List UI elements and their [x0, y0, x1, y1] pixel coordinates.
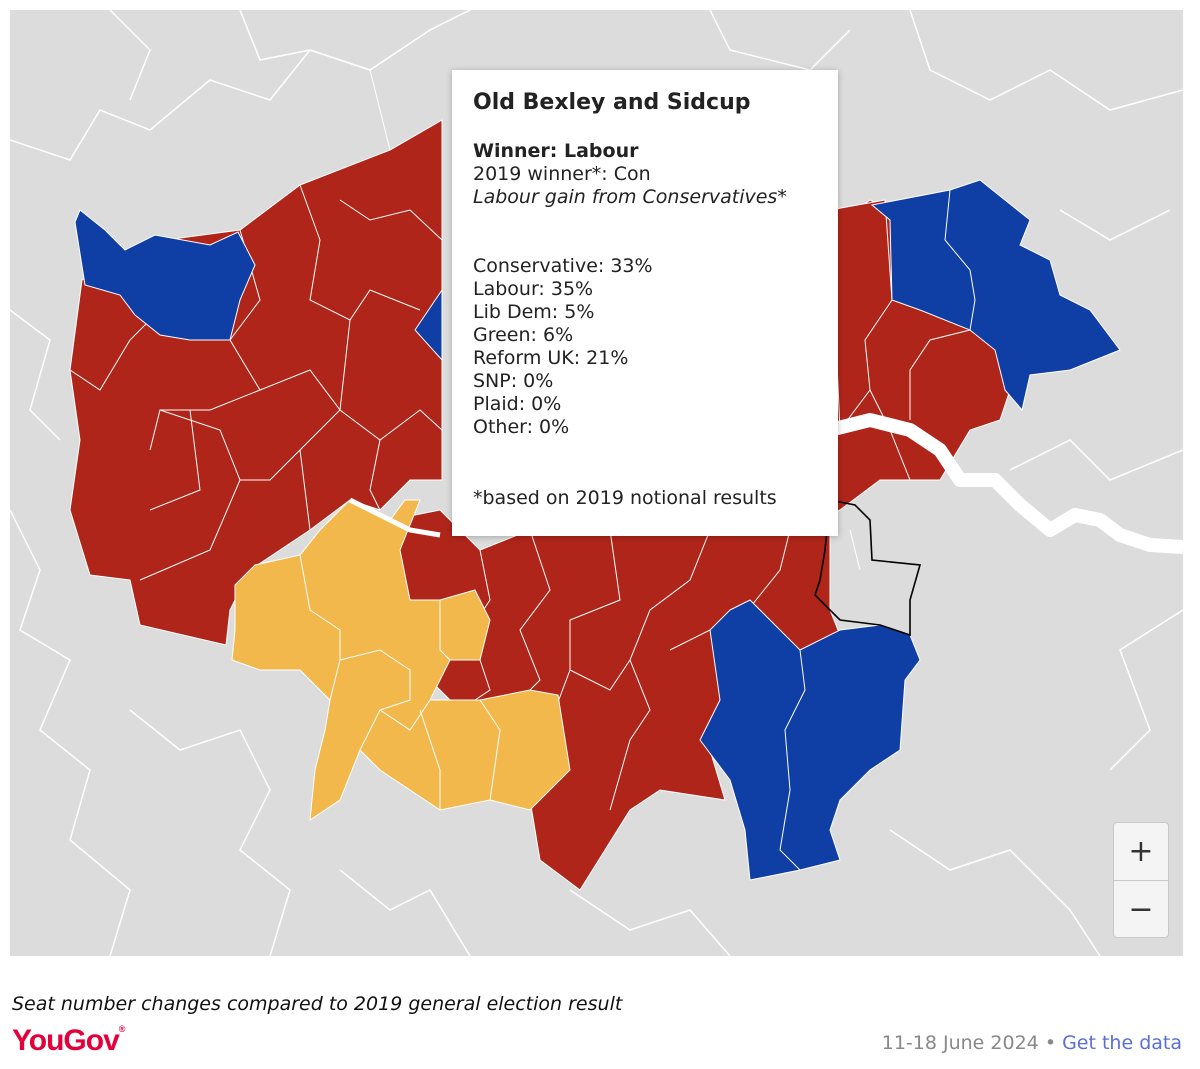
river-thames	[828, 413, 1183, 554]
result-snp: SNP: 0%	[473, 370, 554, 392]
result-lib-dem: Lib Dem: 5%	[473, 301, 595, 323]
yougov-logo[interactable]: YouGov®	[12, 1024, 125, 1058]
region-conservative-central[interactable]	[414, 288, 443, 362]
result-green: Green: 6%	[473, 324, 574, 346]
conservative-se-boundary	[779, 649, 806, 871]
result-labour: Labour: 35%	[473, 278, 594, 300]
result-other: Other: 0%	[473, 416, 570, 438]
result-reform-uk: Reform UK: 21%	[473, 347, 629, 369]
zoom-out-button[interactable]: −	[1128, 892, 1154, 927]
tooltip-winner: Winner: Labour	[473, 140, 639, 162]
region-conservative-northeast[interactable]	[870, 179, 1121, 412]
tooltip-footnote: *based on 2019 notional results	[473, 487, 777, 509]
selected-constituency-outline[interactable]	[814, 499, 922, 637]
tooltip-title: Old Bexley and Sidcup	[473, 90, 751, 115]
footer-separator: •	[1044, 1032, 1057, 1054]
logo-registered-mark: ®	[118, 1024, 126, 1034]
logo-text: YouGov	[12, 1024, 120, 1057]
constituency-map[interactable]	[10, 10, 1183, 956]
map-caption: Seat number changes compared to 2019 gen…	[12, 993, 623, 1015]
region-conservative-southeast[interactable]	[699, 599, 921, 881]
map-area[interactable]: Old Bexley and Sidcup Winner: Labour 201…	[10, 10, 1183, 956]
conservative-ne-boundary	[944, 189, 976, 331]
survey-dates: 11-18 June 2024	[881, 1032, 1039, 1054]
get-the-data-link[interactable]: Get the data	[1062, 1032, 1182, 1054]
result-plaid: Plaid: 0%	[473, 393, 562, 415]
tooltip-results: Conservative: 33% Labour: 35% Lib Dem: 5…	[473, 255, 838, 439]
zoom-in-button[interactable]: +	[1114, 823, 1168, 881]
river-thames-west	[348, 497, 441, 538]
result-conservative: Conservative: 33%	[473, 255, 653, 277]
tooltip-gain-note: Labour gain from Conservatives*	[473, 186, 787, 208]
footer-meta: 11-18 June 2024 • Get the data	[882, 1032, 1182, 1054]
background-boundaries	[10, 10, 1183, 956]
constituency-tooltip: Old Bexley and Sidcup Winner: Labour 201…	[452, 70, 838, 536]
zoom-control: + −	[1113, 822, 1169, 938]
libdem-boundaries	[299, 554, 501, 810]
region-conservative-northwest[interactable]	[74, 209, 256, 341]
tooltip-previous-winner: 2019 winner*: Con	[473, 163, 651, 185]
